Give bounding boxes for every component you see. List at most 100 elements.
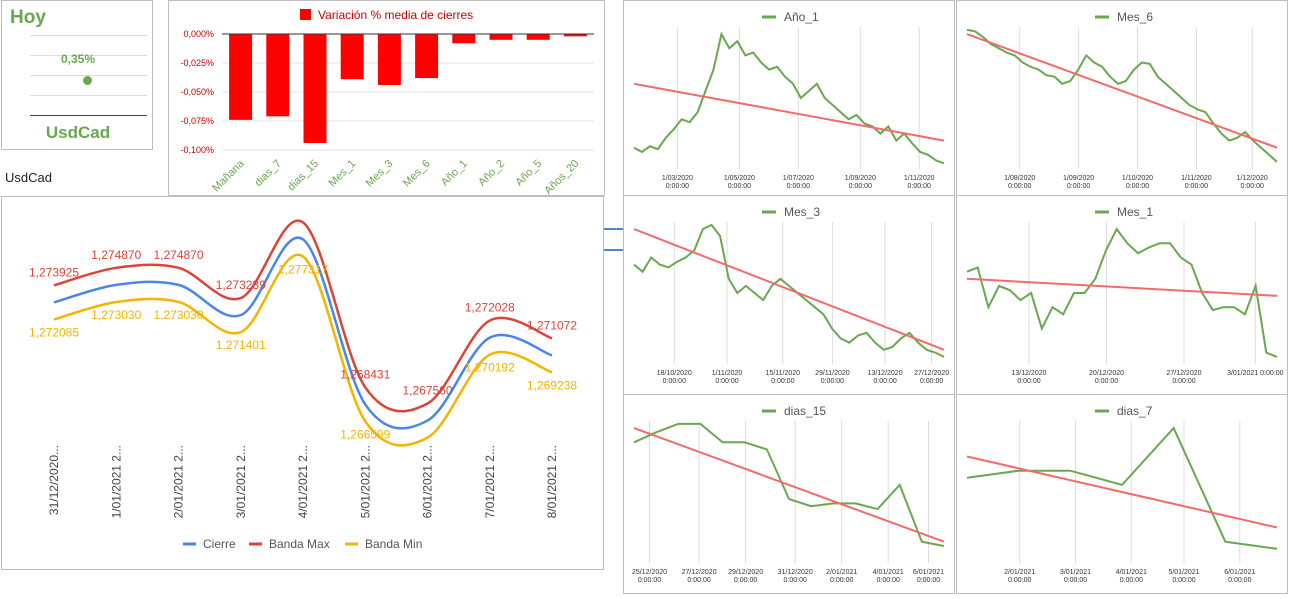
trend-line: [633, 427, 945, 543]
y-tick-label: -0,050%: [180, 87, 214, 97]
x-tick-label: 0:00:00: [771, 378, 794, 385]
x-tick-label: 0:00:00: [1241, 183, 1264, 190]
series-line-1: [53, 219, 553, 413]
bar-3: [340, 34, 364, 80]
x-tick-label: 1/11/2020: [712, 370, 743, 377]
x-tick-label: 0:00:00: [821, 378, 844, 385]
x-tick-label: 0:00:00: [1185, 183, 1208, 190]
x-tick-label: 2/01/2021: [826, 569, 857, 576]
x-tick-label: dias_15: [285, 158, 321, 194]
gridline: [30, 55, 147, 56]
x-tick-label: 6/01/2021: [1224, 569, 1255, 576]
dias7-line-chart: dias_72/01/20210:00:003/01/20210:00:004/…: [966, 404, 1278, 584]
mes6-line-chart: Mes_61/08/20200:00:001/09/20200:00:001/1…: [966, 10, 1278, 190]
x-tick-label: 1/09/2020: [845, 175, 876, 182]
x-tick-label: 1/12/2020: [1237, 175, 1268, 182]
legend-swatch: [300, 9, 311, 20]
data-label-min: 1,272085: [29, 325, 79, 339]
data-label-max: 1,273925: [29, 265, 79, 279]
pair-caption: UsdCad: [5, 170, 52, 185]
data-label-min: 1,270192: [465, 361, 515, 375]
x-tick-label: 1/01/2021 2...: [109, 445, 123, 518]
x-tick-label: 0:00:00: [715, 378, 738, 385]
x-tick-label: 1/11/2020: [1181, 175, 1212, 182]
x-tick-label: 0:00:00: [849, 183, 872, 190]
x-tick-label: 6/01/2021 2...: [421, 445, 435, 518]
x-tick-label: 15/11/2020: [766, 370, 801, 377]
x-tick-label: 1/08/2020: [1004, 175, 1035, 182]
bar-9: [563, 34, 587, 37]
data-label-min: 1,273030: [91, 308, 141, 322]
hoy-value: 0,35%: [60, 52, 96, 66]
x-tick-label: 4/01/2021 2...: [296, 445, 310, 518]
x-tick-label: 5/01/2021 2...: [358, 445, 372, 518]
x-tick-label: 4/01/2021: [873, 569, 904, 576]
chart-panel-dias15: dias_15 25/12/2020 0:00:00 27/12/2020 0:00:0…: [623, 394, 955, 594]
dias15-line-chart: dias_1525/12/20200:00:0027/12/20200:00:0…: [632, 404, 945, 584]
mes1-line-chart: Mes_113/12/20200:00:0020/12/20200:00:002…: [966, 205, 1284, 385]
x-tick-label: Años_20: [542, 158, 581, 195]
x-tick-label: 31/12/2020: [778, 569, 813, 576]
x-tick-label: 0:00:00: [873, 378, 896, 385]
data-label-max: 1,267560: [402, 383, 452, 397]
x-tick-label: 0:00:00: [1064, 577, 1087, 584]
x-tick-label: 1/11/2020: [904, 175, 935, 182]
x-tick-label: 27/12/2020: [682, 569, 717, 576]
data-label-min: 1,277317: [278, 262, 328, 276]
x-tick-label: 1/07/2020: [783, 175, 814, 182]
data-label-max: 1,268431: [340, 367, 390, 381]
x-tick-label: dias_7: [253, 158, 284, 189]
x-tick-label: 3/01/2021: [1060, 569, 1091, 576]
x-tick-label: 1/10/2020: [1122, 175, 1153, 182]
bar-2: [303, 34, 327, 144]
series-line-0: [53, 236, 553, 430]
legend-label: Mes_6: [1117, 10, 1153, 24]
data-label-max: 1,274870: [153, 248, 203, 262]
x-tick-label: 0:00:00: [1095, 378, 1118, 385]
x-tick-label: 2/01/2021 2...: [172, 445, 186, 518]
y-tick-label: 0,000%: [183, 29, 214, 39]
chart-panel-ano1: Año_1 1/03/2020 0:00:00 1/05/2020 0:00:00 1/0…: [623, 0, 955, 200]
x-tick-label: 31/12/2020...: [47, 445, 61, 515]
bar-4: [377, 34, 401, 86]
x-tick-label: Mañana: [210, 157, 247, 194]
legend-label: Año_1: [784, 10, 819, 24]
x-tick-label: 1/09/2020: [1063, 175, 1094, 182]
legend-label: Variación % media de cierres: [318, 8, 473, 22]
x-tick-label: 18/10/2020: [657, 370, 692, 377]
bar-8: [526, 34, 550, 40]
series-line: [966, 227, 1278, 358]
x-tick-label: 0:00:00: [830, 577, 853, 584]
hoy-value-marker: [83, 76, 92, 85]
bands-line-chart: 1,273925 1,274870 1,274870 1,273239 1,268431…: [29, 219, 577, 551]
variation-chart-panel: Variación % media de cierres 0,000% -0,025…: [168, 0, 605, 197]
x-tick-label: 0:00:00: [920, 378, 943, 385]
x-tick-label: Año_1: [439, 158, 470, 189]
bar-0: [229, 34, 253, 120]
x-tick-label: 29/11/2020: [815, 370, 850, 377]
trend-line: [966, 455, 1278, 529]
x-tick-label: 4/01/2021: [1116, 569, 1147, 576]
trend-line: [633, 82, 945, 142]
trend-line: [966, 33, 1278, 149]
x-tick-label: 6/01/2021: [913, 569, 944, 576]
data-label-max: 1,272028: [465, 301, 515, 315]
x-tick-label: 0:00:00: [1172, 378, 1195, 385]
chart-panel-mes3: Mes_3 18/10/2020 0:00:00 1/11/2020 0:00:00 15…: [623, 195, 955, 395]
x-tick-label: 0:00:00: [1067, 183, 1090, 190]
x-tick-label: 1/03/2020: [662, 175, 693, 182]
bar-7: [489, 34, 513, 40]
x-tick-label: Mes_6: [401, 158, 433, 190]
trend-line: [633, 228, 945, 351]
x-tick-label: 0:00:00: [917, 577, 940, 584]
x-tick-label: 0:00:00: [1008, 183, 1031, 190]
x-tick-label: 5/01/2021: [1168, 569, 1199, 576]
x-tick-label: 7/01/2021 2...: [483, 445, 497, 518]
bands-chart-panel: 1,273925 1,274870 1,274870 1,273239 1,268431…: [1, 196, 604, 570]
x-tick-label: 13/12/2020: [868, 370, 903, 377]
legend-label: Mes_3: [784, 205, 820, 219]
x-tick-label: Año_2: [476, 158, 507, 189]
legend-label: Mes_1: [1117, 205, 1153, 219]
x-tick-label: 0:00:00: [787, 183, 810, 190]
bar-1: [266, 34, 290, 117]
